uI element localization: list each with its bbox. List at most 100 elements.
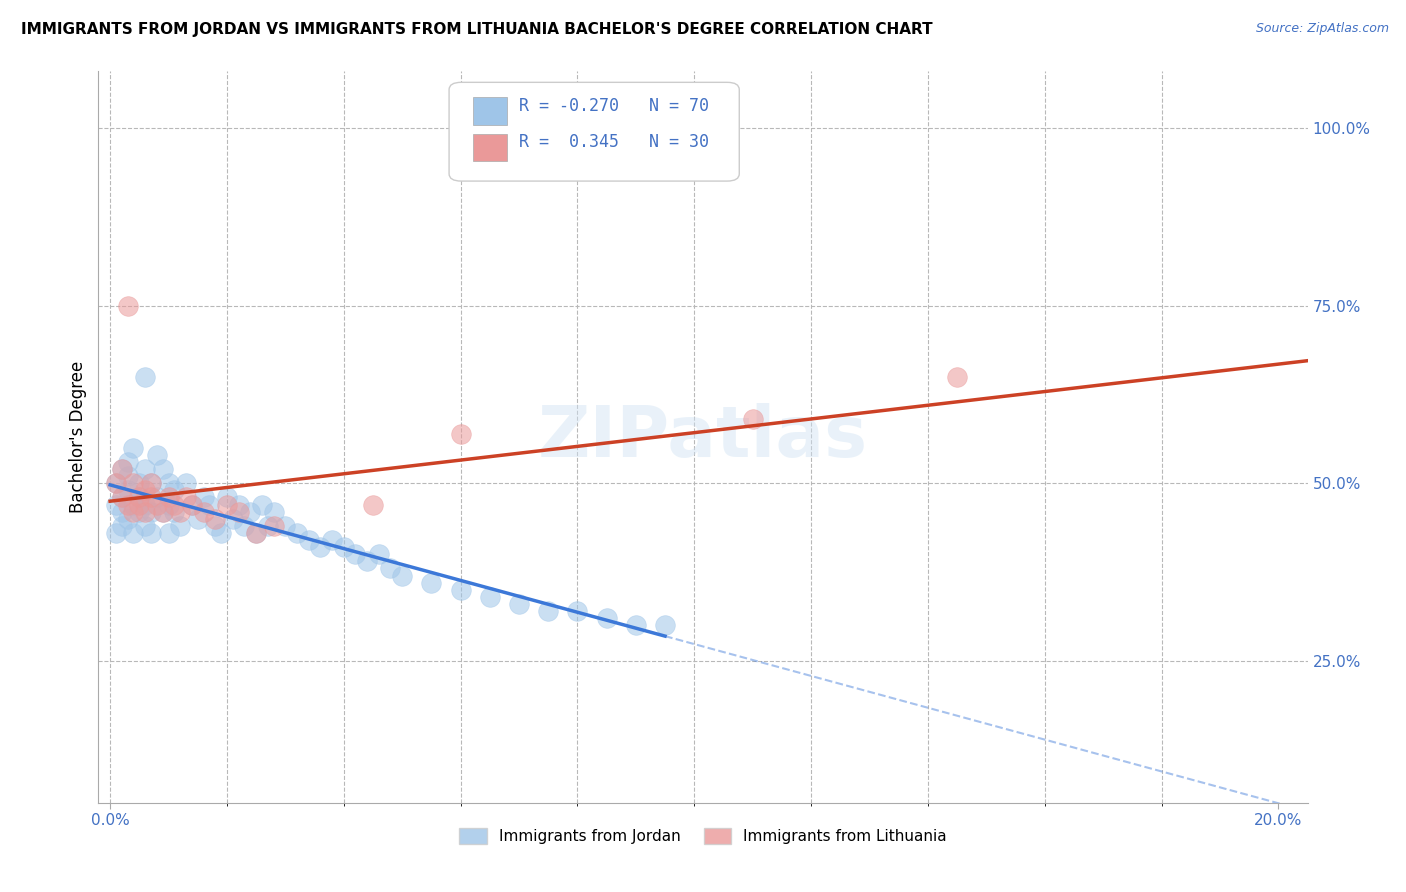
Point (624, 618, 647, 632)
Point (174, 476, 197, 491)
Point (128, 498, 150, 512)
Point (117, 512, 139, 526)
Point (152, 462, 174, 476)
Point (139, 525, 162, 540)
Point (111, 491, 134, 505)
Point (193, 491, 215, 505)
Y-axis label: Bachelor's Degree: Bachelor's Degree (69, 361, 87, 513)
Point (111, 462, 134, 476)
Point (215, 491, 238, 505)
Point (117, 498, 139, 512)
Text: IMMIGRANTS FROM JORDAN VS IMMIGRANTS FROM LITHUANIA BACHELOR'S DEGREE CORRELATIO: IMMIGRANTS FROM JORDAN VS IMMIGRANTS FRO… (21, 22, 932, 37)
Point (117, 469, 139, 483)
Point (152, 505, 174, 519)
Bar (474, 97, 508, 125)
Point (163, 498, 186, 512)
Point (654, 618, 676, 632)
Point (139, 505, 162, 519)
Point (228, 498, 250, 512)
Point (309, 540, 332, 554)
Point (134, 462, 156, 476)
Point (298, 533, 321, 547)
Point (367, 547, 389, 561)
Point (595, 611, 617, 625)
Point (256, 519, 278, 533)
Point (250, 498, 273, 512)
Point (450, 582, 472, 597)
Point (157, 498, 180, 512)
Point (537, 604, 560, 618)
Point (321, 533, 343, 547)
Point (122, 505, 145, 519)
Text: Source: ZipAtlas.com: Source: ZipAtlas.com (1256, 22, 1389, 36)
Point (245, 525, 267, 540)
Point (222, 512, 245, 526)
Point (152, 505, 174, 519)
Point (111, 519, 134, 533)
Point (567, 604, 589, 618)
Point (420, 575, 443, 590)
Legend: Immigrants from Jordan, Immigrants from Lithuania: Immigrants from Jordan, Immigrants from … (453, 822, 953, 850)
Point (117, 455, 139, 469)
Point (180, 498, 202, 512)
Point (946, 369, 969, 384)
Point (332, 540, 354, 554)
Point (128, 491, 150, 505)
Point (180, 498, 202, 512)
Point (380, 561, 402, 575)
Point (117, 299, 139, 313)
Point (356, 554, 378, 568)
Point (344, 547, 367, 561)
Point (111, 491, 134, 505)
Point (508, 597, 530, 611)
Point (134, 498, 156, 512)
Point (146, 448, 169, 462)
Point (263, 505, 285, 519)
Point (478, 590, 501, 604)
Point (122, 498, 145, 512)
Point (163, 483, 186, 498)
Point (128, 476, 150, 491)
Point (198, 498, 221, 512)
Text: R =  0.345   N = 30: R = 0.345 N = 30 (519, 133, 709, 152)
Point (204, 519, 226, 533)
Point (209, 525, 232, 540)
Point (122, 525, 145, 540)
Point (117, 483, 139, 498)
Point (215, 498, 238, 512)
Point (146, 491, 169, 505)
Point (274, 519, 297, 533)
Point (111, 505, 134, 519)
Point (187, 512, 209, 526)
Bar (474, 134, 508, 161)
Point (139, 476, 162, 491)
Point (193, 505, 215, 519)
Point (391, 568, 413, 582)
Point (157, 491, 180, 505)
Point (146, 498, 169, 512)
Point (122, 476, 145, 491)
Text: R = -0.270   N = 70: R = -0.270 N = 70 (519, 96, 709, 115)
Point (104, 498, 127, 512)
Point (157, 476, 180, 491)
Point (128, 505, 150, 519)
Point (134, 369, 156, 384)
Point (163, 505, 186, 519)
Point (245, 525, 267, 540)
Point (139, 491, 162, 505)
Point (239, 505, 262, 519)
Point (169, 519, 191, 533)
Point (111, 462, 134, 476)
Point (361, 498, 384, 512)
Point (228, 505, 250, 519)
Point (174, 491, 197, 505)
Point (741, 412, 763, 426)
Point (139, 476, 162, 491)
Point (104, 476, 127, 491)
Point (169, 505, 191, 519)
Point (134, 505, 156, 519)
Point (104, 476, 127, 491)
Point (128, 491, 150, 505)
Point (134, 483, 156, 498)
Point (450, 426, 472, 441)
